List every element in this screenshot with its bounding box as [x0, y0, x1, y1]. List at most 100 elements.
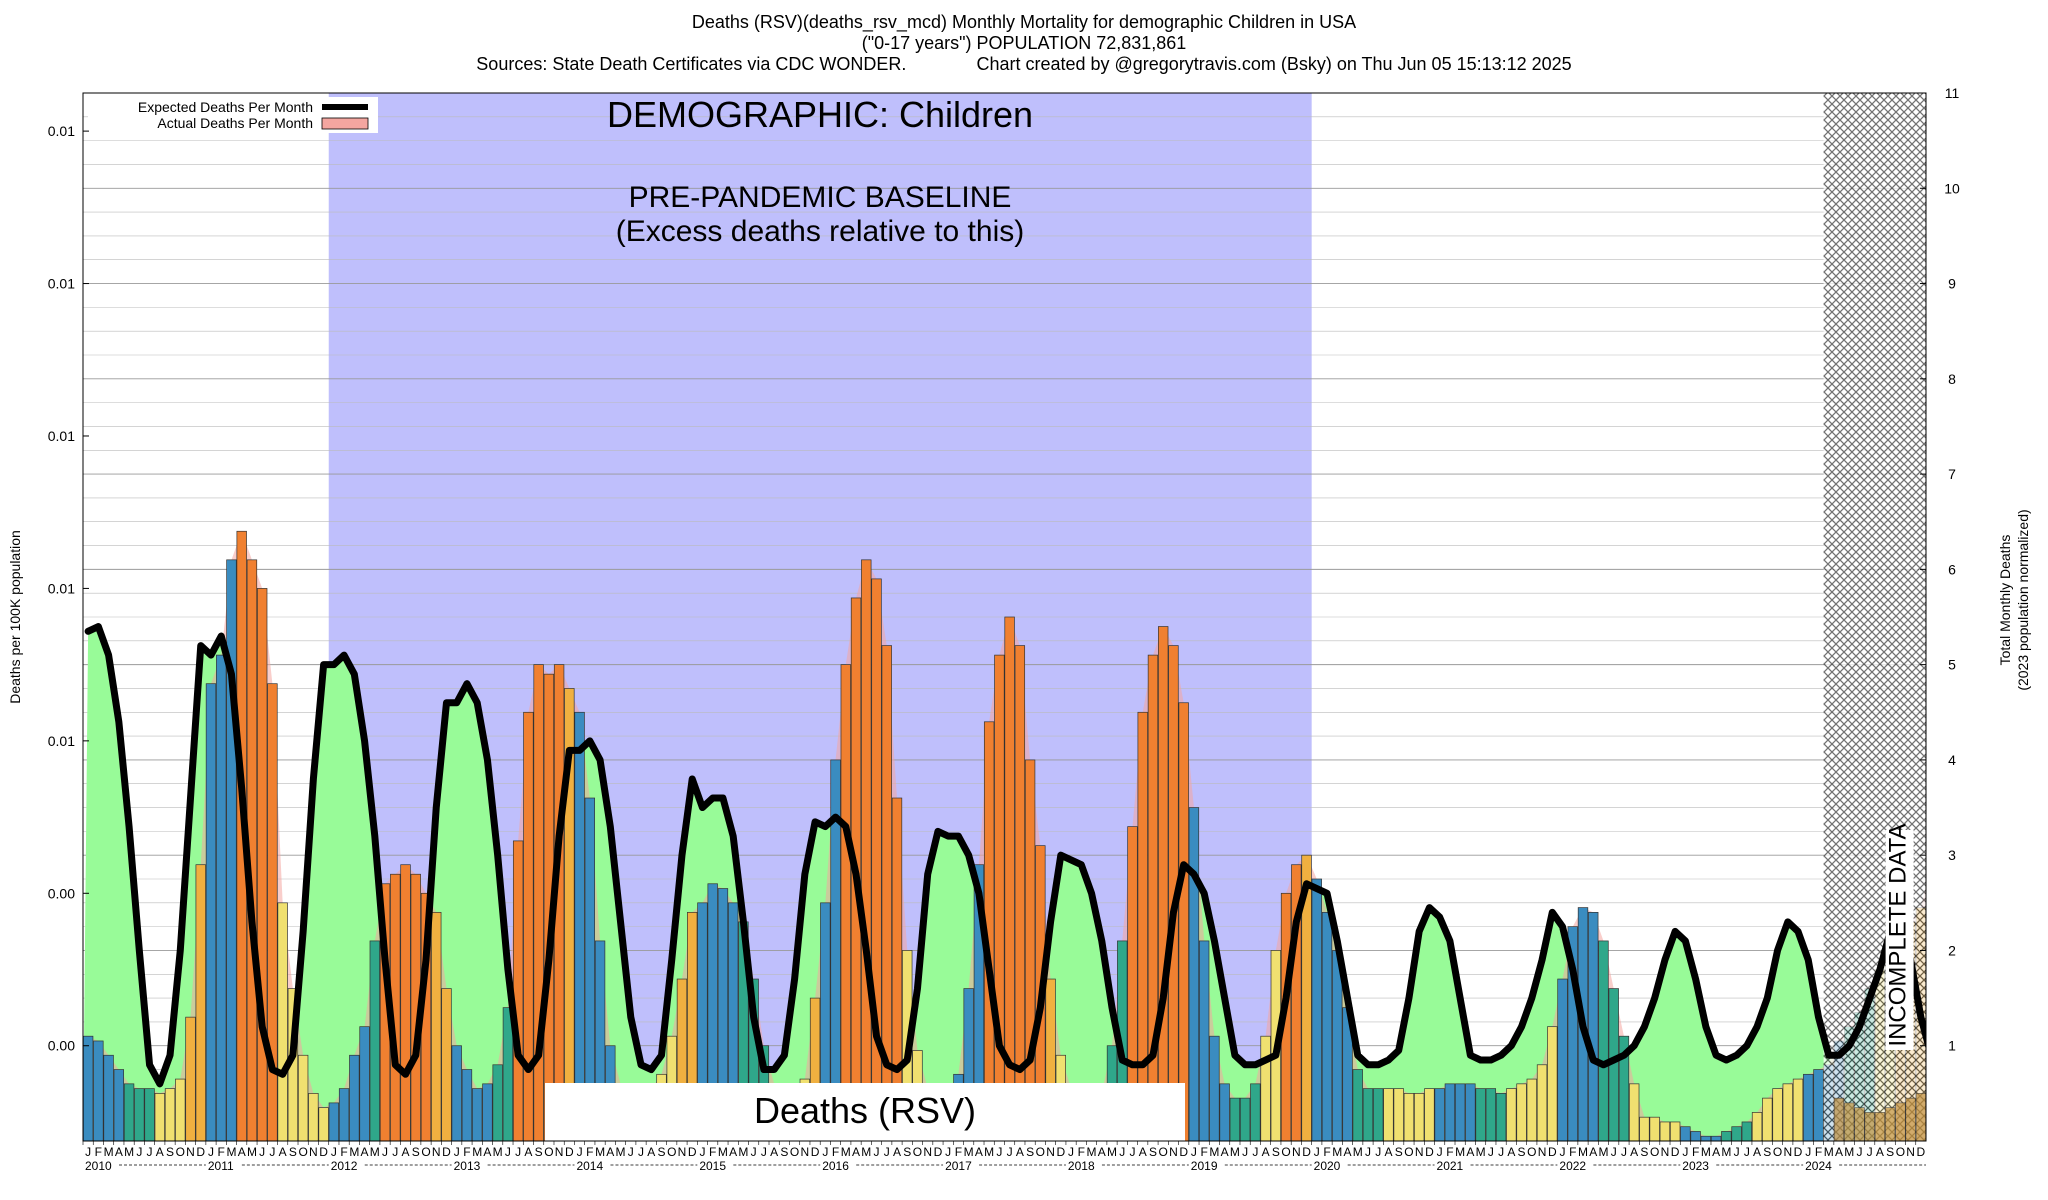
bar — [451, 1045, 462, 1141]
month-label: M — [226, 1145, 236, 1159]
month-label: A — [606, 1145, 614, 1159]
month-label: A — [1630, 1145, 1638, 1159]
month-label: M — [718, 1145, 728, 1159]
left-axis-title: Deaths per 100K population — [7, 530, 23, 704]
month-label: M — [1230, 1145, 1240, 1159]
bar — [2039, 1036, 2048, 1141]
bar — [584, 797, 595, 1141]
month-label: M — [1721, 1145, 1731, 1159]
bar — [103, 1054, 114, 1141]
month-label: A — [770, 1145, 778, 1159]
bar — [461, 1069, 473, 1141]
month-label: M — [1476, 1145, 1486, 1159]
cause-label: Deaths (RSV) — [754, 1090, 976, 1131]
month-label: F — [340, 1145, 347, 1159]
bar — [1813, 1069, 1824, 1141]
bar — [830, 759, 841, 1141]
bar — [1495, 1093, 1507, 1141]
year-label: 2023 — [1682, 1159, 1709, 1173]
bar — [1557, 978, 1568, 1141]
month-label: S — [535, 1145, 543, 1159]
bar — [1362, 1088, 1374, 1141]
month-label: F — [1692, 1145, 1699, 1159]
bar — [1147, 654, 1159, 1141]
bar — [154, 1093, 165, 1141]
incomplete-bar — [1895, 1102, 1906, 1142]
bar — [891, 797, 903, 1141]
year-label: 2011 — [208, 1159, 234, 1173]
bar — [1772, 1088, 1783, 1141]
incomplete-bar — [1864, 1112, 1875, 1142]
month-label: O — [1281, 1145, 1290, 1159]
bar — [1014, 645, 1026, 1141]
bar — [1321, 911, 1333, 1141]
month-label: M — [1209, 1145, 1219, 1159]
month-label: O — [421, 1145, 430, 1159]
bar — [1700, 1135, 1712, 1141]
month-label: J — [269, 1145, 275, 1159]
month-label: A — [1466, 1145, 1474, 1159]
month-label: D — [1179, 1145, 1188, 1159]
bar — [687, 911, 698, 1141]
month-label: S — [1272, 1145, 1280, 1159]
month-label: A — [1753, 1145, 1761, 1159]
bar — [1178, 702, 1189, 1141]
month-label: J — [699, 1145, 705, 1159]
month-label: F — [1815, 1145, 1822, 1159]
bar — [308, 1093, 319, 1141]
month-label: A — [729, 1145, 737, 1159]
bar — [328, 1102, 340, 1141]
baseline-label-1: PRE-PANDEMIC BASELINE — [629, 181, 1012, 214]
month-label: J — [884, 1145, 890, 1159]
month-label: A — [1507, 1145, 1515, 1159]
month-label: M — [1824, 1145, 1834, 1159]
month-label: A — [1016, 1145, 1024, 1159]
right-tick-label: 11 — [1945, 85, 1960, 101]
right-tick-label: 9 — [1948, 276, 1956, 292]
month-label: D — [1917, 1145, 1926, 1159]
chart-title-line-3: Sources: State Death Certificates via CD… — [476, 54, 1572, 74]
month-label: A — [156, 1145, 164, 1159]
bar — [1669, 1121, 1681, 1141]
expected-deaths-line — [84, 623, 1926, 1088]
bar — [482, 1083, 493, 1141]
bar — [1957, 279, 1967, 1141]
month-label: F — [709, 1145, 716, 1159]
month-label: N — [1661, 1145, 1670, 1159]
bar — [1588, 911, 1599, 1141]
left-tick-label: 0.01 — [48, 733, 75, 749]
month-label: J — [1242, 1145, 1248, 1159]
bar — [318, 1107, 329, 1141]
incomplete-bar — [1905, 1097, 1916, 1142]
month-label: M — [124, 1145, 134, 1159]
bar — [205, 683, 217, 1141]
bar — [1639, 1116, 1650, 1141]
month-label: M — [247, 1145, 257, 1159]
month-label: O — [176, 1145, 185, 1159]
month-label: D — [196, 1145, 205, 1159]
bar — [83, 1035, 94, 1141]
month-label: J — [1488, 1145, 1494, 1159]
bar — [226, 559, 237, 1141]
bar — [1988, 150, 1998, 1141]
bar — [113, 1069, 125, 1141]
incomplete-bar — [1874, 1112, 1885, 1142]
bar — [1629, 1083, 1640, 1141]
incomplete-bar — [1844, 1102, 1855, 1142]
bar — [820, 902, 831, 1141]
right-tick-label: 4 — [1948, 752, 1956, 768]
incomplete-label-box — [1885, 830, 1914, 1050]
bar — [1291, 864, 1302, 1141]
year-label: 2017 — [945, 1159, 972, 1173]
month-label: S — [1640, 1145, 1648, 1159]
month-label: M — [1455, 1145, 1465, 1159]
bar — [1731, 1126, 1742, 1141]
month-label: N — [1169, 1145, 1178, 1159]
month-label: A — [1835, 1145, 1843, 1159]
month-label: A — [279, 1145, 287, 1159]
bar — [1803, 1073, 1814, 1141]
bar — [1403, 1093, 1415, 1141]
bar — [574, 711, 585, 1141]
month-label: D — [811, 1145, 820, 1159]
bar — [1680, 1126, 1691, 1141]
